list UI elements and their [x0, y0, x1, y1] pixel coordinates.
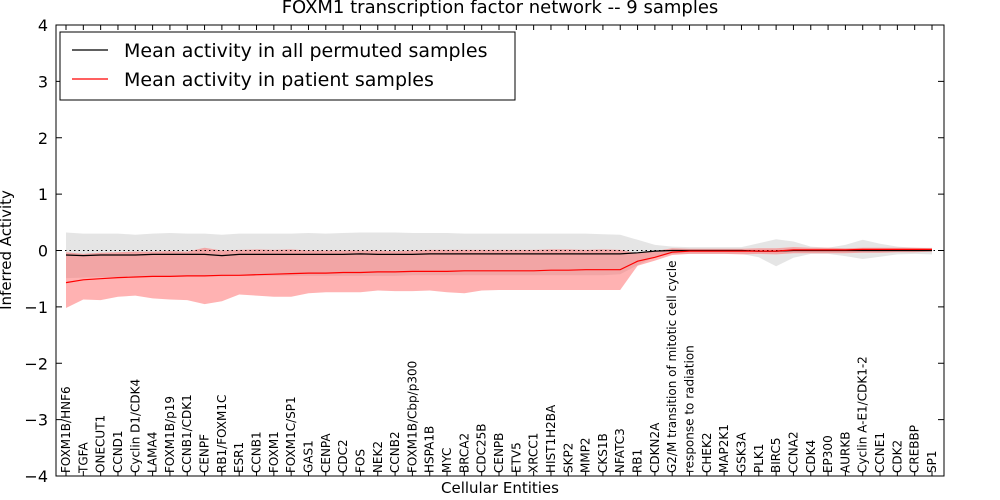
- x-category-label: RB1: [631, 449, 645, 473]
- legend-label-permuted: Mean activity in all permuted samples: [124, 40, 487, 62]
- legend: Mean activity in all permuted samples Me…: [59, 31, 516, 101]
- x-category-label: CCNE1: [873, 432, 887, 473]
- x-category-label: CKS1B: [596, 433, 610, 473]
- y-tick-label: 1: [38, 185, 48, 204]
- y-tick-label: 3: [38, 72, 48, 91]
- series-lines: [65, 248, 932, 284]
- x-category-label: HSPA1B: [423, 426, 437, 473]
- x-category-label: CDK4: [804, 440, 818, 473]
- x-category-label: ESR1: [232, 442, 246, 473]
- x-category-label: G2/M transition of mitotic cell cycle: [665, 260, 679, 473]
- x-axis-title: Cellular Entities: [441, 479, 559, 497]
- x-category-label: MAP2K1: [717, 424, 731, 473]
- y-tick-label: 0: [38, 242, 48, 261]
- x-category-label: CCNB1/CDK1: [180, 394, 194, 473]
- x-category-label: NFATC3: [613, 428, 627, 473]
- x-category-label: CENPA: [319, 433, 333, 473]
- y-axis-title: Inferred Activity: [0, 190, 15, 310]
- x-category-label: GAS1: [302, 440, 316, 473]
- x-category-label: AURKB: [838, 432, 852, 473]
- line-patient-mean: [65, 248, 932, 284]
- x-category-label: CREBBP: [908, 425, 922, 473]
- x-category-label: XRCC1: [527, 433, 541, 473]
- x-category-label: CCNB1: [250, 431, 264, 473]
- x-category-label: FOXM1C/SP1: [284, 396, 298, 473]
- x-category-label: SP1: [925, 451, 939, 474]
- x-category-label: FOXM1: [267, 431, 281, 473]
- y-axis: −4 −3 −2 −1 0 1 2 3 4: [24, 16, 944, 486]
- bands: [66, 232, 932, 308]
- x-category-label: HIST1H2BA: [544, 404, 558, 473]
- x-category-label: TGFA: [76, 442, 90, 474]
- x-category-label: response to radiation: [683, 345, 697, 473]
- x-category-label: RB1/FOXM1C: [215, 395, 229, 473]
- legend-label-patient: Mean activity in patient samples: [124, 69, 434, 91]
- x-category-label: FOS: [353, 449, 367, 473]
- x-category-label: FOXM1B/p19: [163, 396, 177, 473]
- x-category-label: CCND1: [111, 430, 125, 473]
- chart-title: FOXM1 transcription factor network -- 9 …: [282, 0, 719, 18]
- x-category-label: ETV5: [509, 442, 523, 473]
- x-category-label: BIRC5: [769, 437, 783, 473]
- x-category-label: SKP2: [561, 443, 575, 473]
- x-category-label: Cyclin D1/CDK4: [128, 379, 142, 473]
- x-category-label: CCNA2: [786, 431, 800, 473]
- x-category-label: FOXM1B/HNF6: [59, 386, 73, 473]
- x-category-label: BRCA2: [457, 433, 471, 473]
- plot-area: [56, 232, 944, 308]
- x-category-label: CDKN2A: [648, 422, 662, 473]
- x-category-label: NEK2: [371, 441, 385, 473]
- x-category-label: ONECUT1: [94, 415, 108, 473]
- x-category-label: FOXM1B/Cbp/p300: [405, 361, 419, 473]
- y-tick-label: 4: [38, 16, 48, 35]
- y-tick-label: 2: [38, 129, 48, 148]
- x-category-label: LAMA4: [146, 432, 160, 473]
- x-axis: FOXM1B/HNF6 TGFA ONECUT1 CCND1 Cyclin D1/CDK…: [59, 25, 939, 476]
- x-category-label: CCNB2: [388, 431, 402, 473]
- y-tick-label: −1: [24, 298, 48, 317]
- x-category-label: MMP2: [579, 437, 593, 473]
- x-category-label: GSK3A: [735, 432, 749, 473]
- band-patient: [66, 247, 932, 308]
- x-category-label: CHEK2: [700, 432, 714, 473]
- y-tick-label: −3: [24, 411, 48, 430]
- x-category-label: MYC: [440, 448, 454, 473]
- x-category-label: CDC25B: [475, 424, 489, 474]
- x-category-label: CDC2: [336, 439, 350, 473]
- x-category-label: Cyclin A-E1/CDK1-2: [856, 356, 870, 473]
- x-category-label: CENPF: [198, 434, 212, 473]
- y-tick-label: −2: [24, 354, 48, 373]
- x-category-label: CENPB: [492, 433, 506, 473]
- x-category-label: EP300: [821, 435, 835, 473]
- x-category-label: PLK1: [752, 444, 766, 473]
- y-tick-label: −4: [24, 467, 48, 486]
- legend-box: [59, 31, 516, 101]
- x-category-label: CDK2: [890, 440, 904, 473]
